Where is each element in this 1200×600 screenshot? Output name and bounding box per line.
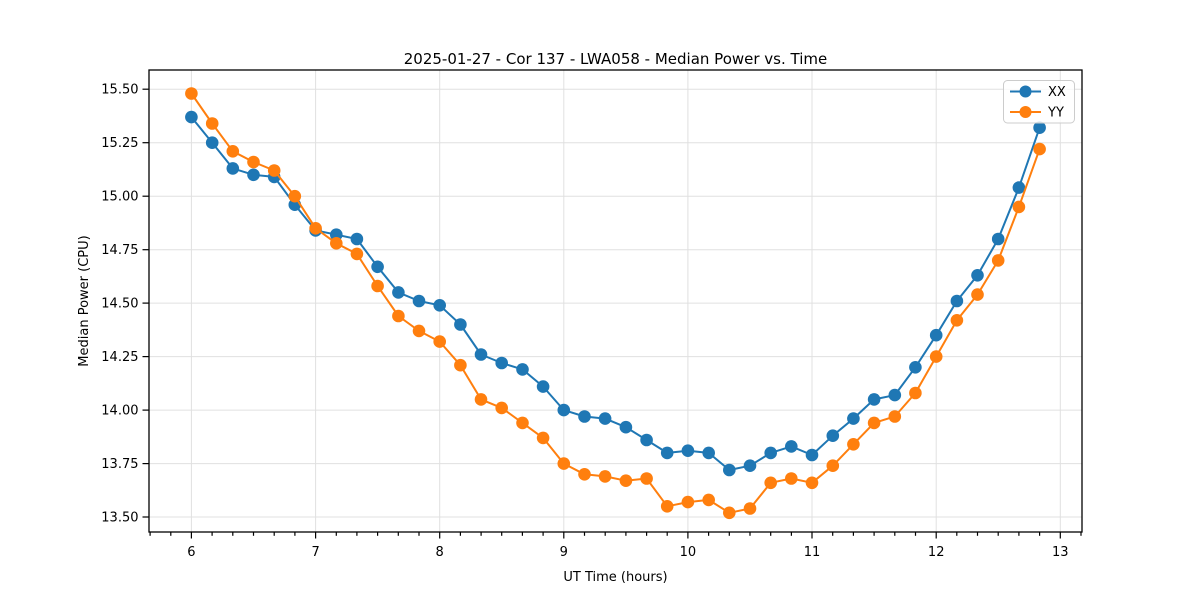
- x-tick-label: 10: [680, 545, 697, 560]
- x-tick-label: 11: [804, 545, 821, 560]
- grid-lines: [149, 70, 1082, 532]
- y-tick-labels: 13.50 13.75 14.00 14.25 14.50 14.75 15.00 15.25…: [101, 83, 138, 526]
- y-tick-label: 13.75: [101, 457, 138, 472]
- x-tick-label: 13: [1052, 545, 1069, 560]
- legend-label-XX: XX: [1048, 85, 1066, 100]
- y-tick-label: 15.25: [101, 136, 138, 151]
- x-tick-label: 8: [436, 545, 444, 560]
- series-XX-markers: [185, 110, 1046, 477]
- legend: XX YY: [1003, 80, 1075, 124]
- x-tick-labels: 6 7 8 9 10 11 12 13: [187, 545, 1068, 560]
- y-tick-label: 14.25: [101, 350, 138, 365]
- legend-item-XX: XX: [1010, 85, 1066, 100]
- y-tick-label: 15.00: [101, 190, 138, 205]
- x-tick-label: 6: [187, 545, 195, 560]
- y-tick-label: 15.50: [101, 83, 138, 98]
- x-tick-label: 9: [560, 545, 568, 560]
- x-axis-label: UT Time (hours): [563, 570, 667, 585]
- legend-item-YY: YY: [1010, 106, 1064, 121]
- series-YY-markers: [185, 87, 1046, 520]
- x-tick-label: 12: [928, 545, 945, 560]
- y-tick-label: 13.50: [101, 511, 138, 526]
- y-tick-label: 14.50: [101, 297, 138, 312]
- plot-area: [149, 70, 1082, 532]
- axis-ticks: [142, 88, 1082, 539]
- y-axis-label: Median Power (CPU): [77, 235, 92, 366]
- plot-border: [148, 69, 1083, 533]
- legend-marker-YY: [1019, 106, 1032, 118]
- y-tick-label: 14.75: [101, 243, 138, 258]
- x-tick-label: 7: [311, 545, 319, 560]
- chart-title: 2025-01-27 - Cor 137 - LWA058 - Median P…: [404, 50, 828, 68]
- legend-label-YY: YY: [1047, 106, 1064, 121]
- legend-marker-XX: [1019, 85, 1032, 98]
- y-tick-label: 14.00: [101, 404, 138, 419]
